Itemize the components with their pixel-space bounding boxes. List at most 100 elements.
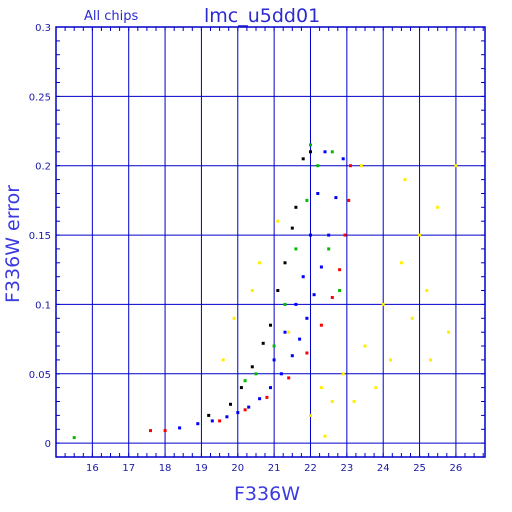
data-point [239,386,243,390]
x-tick-label: 18 [159,463,172,474]
data-point [221,358,225,362]
data-point [309,233,312,237]
data-point [258,397,262,401]
data-point [163,429,167,433]
data-point [301,157,305,161]
data-point [225,415,229,419]
data-point [149,429,152,433]
data-point [389,358,392,362]
y-tick-labels: 0 0.05 0.1 0.15 0.2 0.25 0.3 [29,23,51,450]
x-tick-label: 22 [304,463,317,474]
data-point [276,219,280,223]
y-tick-label: 0.1 [35,300,51,311]
y-tick-label: 0.2 [35,162,51,173]
data-point [418,233,422,237]
data-point [309,143,312,147]
chart-title: lmc_u5dd01 [204,5,320,27]
data-point [261,341,265,345]
data-point [330,150,334,154]
data-point [319,323,323,327]
x-tick-label: 19 [195,463,208,474]
data-point [323,150,327,154]
data-point [399,261,403,265]
data-point [72,436,76,440]
x-tick-labels: 16 17 18 19 20 21 22 23 24 25 26 [86,463,462,474]
x-tick-label: 20 [231,463,244,474]
data-point [294,205,298,209]
x-tick-label: 26 [450,463,463,474]
data-point [196,422,200,426]
data-point [290,226,294,230]
data-point [447,330,451,334]
data-point [305,316,309,320]
data-point [338,268,342,272]
data-point [338,289,342,292]
data-point [425,289,429,292]
y-tick-label: 0.15 [29,231,51,242]
data-point [305,351,309,355]
data-point [236,411,240,415]
data-point [250,289,254,292]
data-point [381,302,385,306]
grid [56,26,485,457]
y-tick-label: 0.3 [35,23,51,34]
data-point [265,395,269,399]
x-tick-label: 21 [268,463,281,474]
data-point [347,198,351,202]
data-point [327,247,331,251]
data-point [309,150,312,154]
data-points [72,143,458,440]
data-point [316,164,320,168]
data-point [287,330,291,334]
data-point [243,408,247,412]
data-point [287,376,291,380]
data-point [290,354,294,358]
data-point [254,372,258,376]
x-tick-label: 16 [86,463,99,474]
data-point [283,261,287,265]
data-point [294,247,298,251]
x-tick-label: 24 [377,463,390,474]
data-point [334,196,338,200]
x-tick-label: 25 [413,463,426,474]
data-point [218,419,222,423]
data-point [269,323,272,327]
data-point [436,205,440,209]
data-point [305,198,309,202]
data-point [319,386,323,390]
data-point [454,164,458,168]
chart-subtitle: All chips [84,9,138,24]
data-point [410,316,414,320]
data-point [250,365,254,369]
data-point [359,164,363,168]
y-tick-label: 0.05 [29,370,51,381]
data-point [276,289,280,292]
data-point [207,413,211,417]
y-axis-label: F336W error [2,185,24,303]
data-point [210,419,214,423]
data-point [323,434,327,438]
data-point [363,344,367,348]
data-point [316,192,320,195]
data-point [232,316,236,320]
data-point [247,405,251,409]
data-point [309,413,312,417]
data-point [343,233,347,237]
data-point [341,157,345,161]
data-point [349,164,352,168]
data-point [283,330,287,334]
data-point [258,261,262,265]
data-point [229,402,232,406]
x-tick-label: 17 [122,463,135,474]
data-point [374,386,378,390]
y-tick-label: 0 [45,439,51,450]
data-point [319,265,323,269]
data-point [243,379,247,383]
data-point [301,275,305,279]
data-point [341,372,345,376]
data-point [269,386,272,390]
x-axis-label: F336W [234,483,300,505]
y-tick-label: 0.25 [29,92,51,103]
data-point [178,426,182,430]
